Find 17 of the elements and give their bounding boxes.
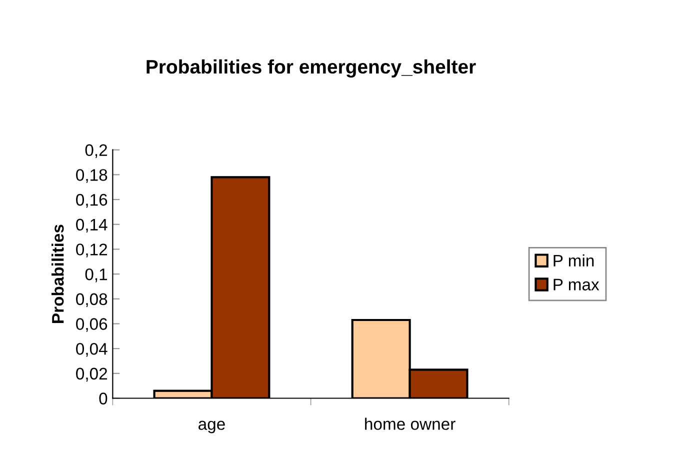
y-tick-label: 0,14 xyxy=(76,218,108,233)
y-tick-label: 0,08 xyxy=(76,293,108,308)
y-tick-label: 0,2 xyxy=(85,144,107,158)
y-tick-label: 0,12 xyxy=(76,244,107,258)
y-tick-label: 0,18 xyxy=(76,169,108,183)
legend-label: P min xyxy=(554,254,594,266)
y-tick-label: 0,02 xyxy=(76,368,107,382)
x-tick-label: age xyxy=(198,420,225,434)
y-tick-label: 0,16 xyxy=(76,194,108,208)
y-tick-label: 0,06 xyxy=(76,318,108,332)
y-tick-label: 0,04 xyxy=(76,342,108,357)
y-tick-label: 0,1 xyxy=(85,268,108,282)
x-tick-label: home owner xyxy=(365,418,456,430)
legend-label: P max xyxy=(554,278,600,290)
chart-title: Probabilities for emergency_shelter xyxy=(146,59,476,78)
y-axis-title: Probabilities xyxy=(52,224,64,323)
y-tick-label: 0 xyxy=(99,392,108,404)
